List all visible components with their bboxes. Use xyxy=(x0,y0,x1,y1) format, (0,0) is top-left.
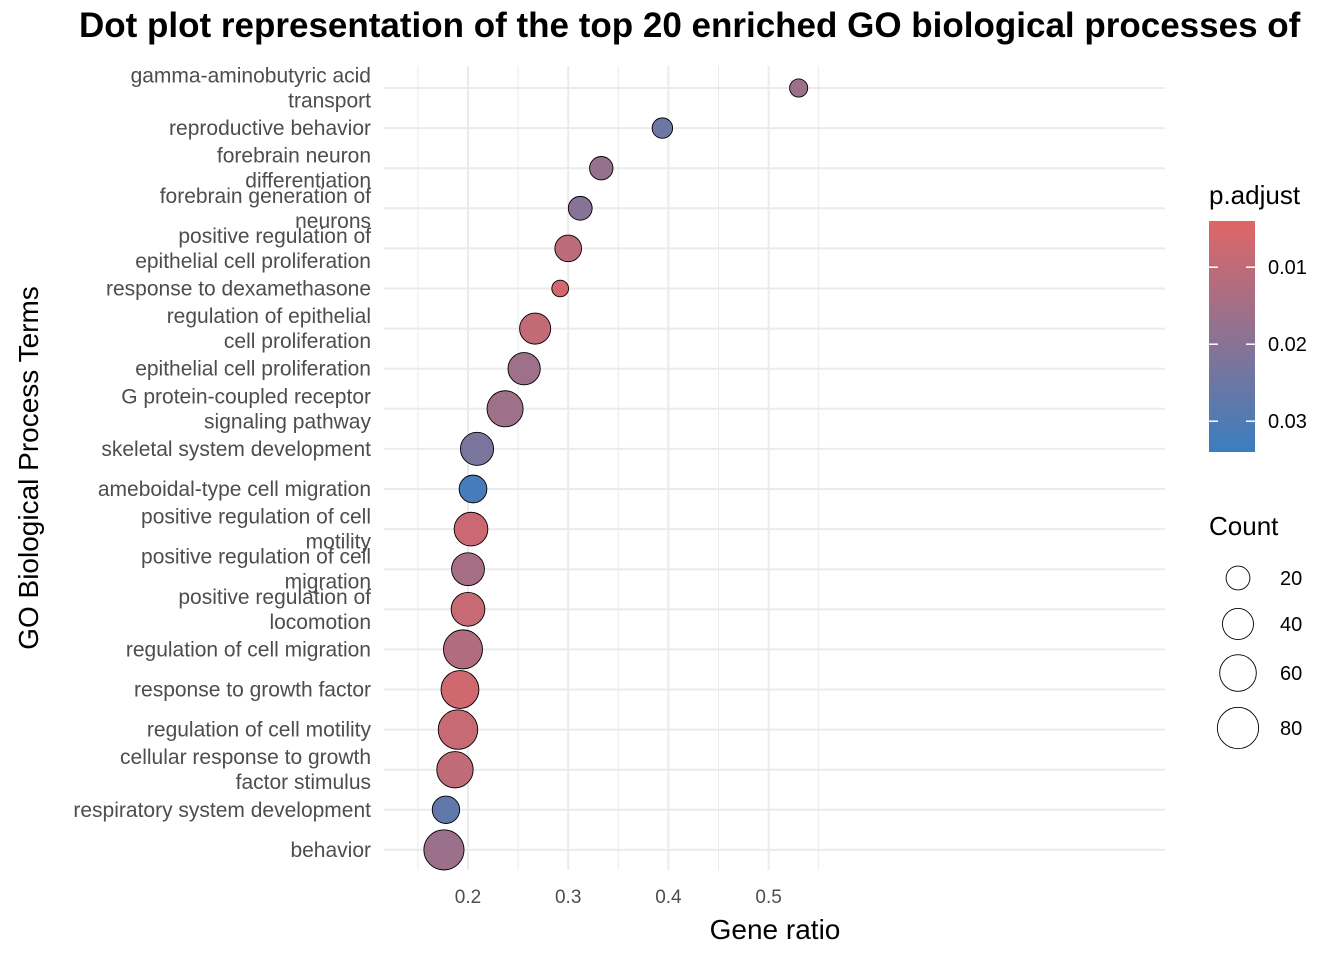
grid-lines xyxy=(384,66,1165,870)
size-legend-label: 60 xyxy=(1280,663,1302,685)
color-legend-label: 0.02 xyxy=(1268,334,1307,356)
y-tick-label: cellular response to growth factor stimul… xyxy=(120,746,371,794)
color-legend-label: 0.01 xyxy=(1268,257,1307,279)
data-point xyxy=(486,390,524,428)
data-point xyxy=(458,474,488,504)
data-point xyxy=(651,117,674,139)
y-tick-label: regulation of cell motility xyxy=(147,719,372,742)
y-tick-label: ameboidal-type cell migration xyxy=(98,478,371,501)
data-point xyxy=(551,279,569,298)
y-axis-tick-labels: gamma-aminobutyric acid transport reproduc… xyxy=(73,65,371,862)
data-point xyxy=(437,709,479,750)
data-point xyxy=(519,312,552,345)
x-axis-title: Gene ratio xyxy=(710,914,841,945)
size-legend: Count 20 40 60 80 xyxy=(1209,511,1302,750)
y-tick-label: respiratory system development xyxy=(73,799,371,822)
y-tick-label: forebrain generation of neurons xyxy=(160,185,371,233)
y-tick-label: positive regulation of cell motility xyxy=(141,506,371,554)
data-point xyxy=(436,751,474,789)
y-tick-label: response to dexamethasone xyxy=(106,278,371,301)
x-tick-label: 0.5 xyxy=(755,887,781,908)
y-tick-label: epithelial cell proliferation xyxy=(135,358,371,381)
data-point xyxy=(567,195,593,221)
data-point xyxy=(507,352,541,386)
color-legend-title: p.adjust xyxy=(1209,180,1301,210)
data-point xyxy=(789,78,809,98)
data-point xyxy=(589,156,614,181)
y-tick-label: G protein-coupled receptor signaling path… xyxy=(121,385,371,433)
size-legend-label: 20 xyxy=(1280,568,1302,590)
data-points xyxy=(423,78,809,871)
color-legend: p.adjust 0.01 0.02 0.03 xyxy=(1209,180,1307,452)
color-legend-bar xyxy=(1209,221,1255,452)
size-legend-label: 80 xyxy=(1280,718,1302,740)
x-tick-label: 0.4 xyxy=(655,887,682,908)
size-legend-label: 40 xyxy=(1280,614,1302,636)
color-legend-label: 0.03 xyxy=(1268,411,1307,433)
y-tick-label: behavior xyxy=(290,839,371,862)
y-tick-label: gamma-aminobutyric acid transport xyxy=(131,65,372,113)
chart-title: Dot plot representation of the top 20 en… xyxy=(79,6,1301,45)
y-tick-label: regulation of cell migration xyxy=(126,638,371,661)
data-point xyxy=(459,431,495,466)
data-point xyxy=(423,829,465,871)
x-tick-label: 0.3 xyxy=(555,887,581,908)
size-legend-circle xyxy=(1222,608,1254,640)
y-tick-label: regulation of epithelial cell proliferati… xyxy=(167,305,371,353)
size-legend-title: Count xyxy=(1209,511,1279,541)
y-tick-label: forebrain neuron differentiation xyxy=(217,145,371,193)
size-legend-circle xyxy=(1219,654,1257,692)
data-point xyxy=(554,234,582,263)
data-point xyxy=(440,670,480,709)
data-point xyxy=(443,629,483,670)
x-tick-label: 0.2 xyxy=(455,887,481,908)
size-legend-circle xyxy=(1216,706,1260,750)
y-axis-title: GO Biological Process Terms xyxy=(13,286,44,650)
data-point xyxy=(450,592,486,627)
data-point xyxy=(431,795,461,824)
size-legend-circle xyxy=(1225,565,1251,591)
y-tick-label: reproductive behavior xyxy=(169,117,371,140)
y-tick-label: response to growth factor xyxy=(134,679,371,702)
x-axis-tick-labels: 0.2 0.3 0.4 0.5 xyxy=(455,887,782,908)
data-point xyxy=(451,552,485,587)
y-tick-label: positive regulation of epithelial cell pr… xyxy=(135,225,371,273)
data-point xyxy=(453,511,489,547)
y-tick-label: positive regulation of cell migration xyxy=(141,546,371,594)
y-tick-label: positive regulation of locomotion xyxy=(178,586,371,634)
y-tick-label: skeletal system development xyxy=(101,438,371,461)
